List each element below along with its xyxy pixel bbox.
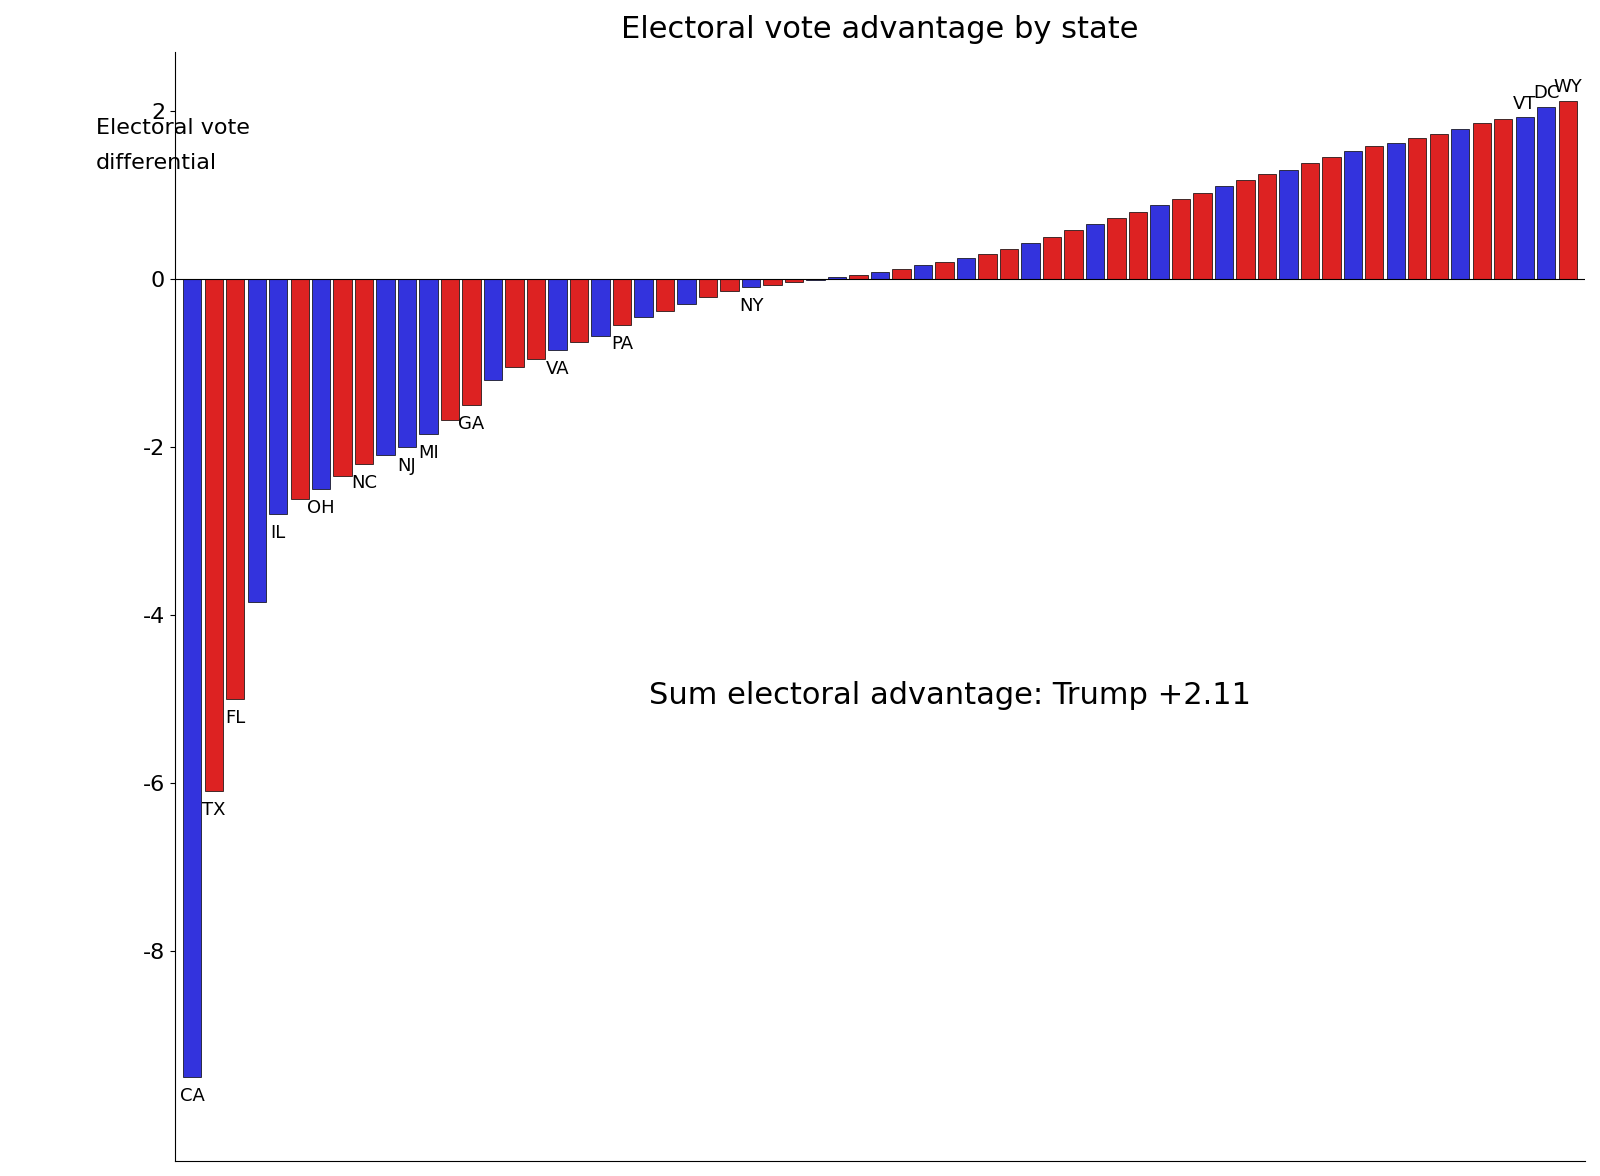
Bar [1194, 193, 1211, 279]
Bar [677, 279, 696, 303]
Bar [1107, 219, 1125, 279]
Bar [549, 279, 566, 350]
Text: Electoral vote: Electoral vote [96, 118, 250, 138]
Text: FL: FL [226, 709, 245, 727]
Bar [914, 266, 933, 279]
Bar [1086, 225, 1104, 279]
Bar [613, 279, 630, 325]
Text: VT: VT [1514, 95, 1536, 113]
Text: DC: DC [1533, 85, 1560, 102]
Bar [1043, 236, 1061, 279]
Bar [1214, 186, 1234, 279]
Bar [1064, 230, 1083, 279]
Text: differential: differential [96, 153, 218, 173]
Bar [526, 279, 546, 359]
Text: VA: VA [546, 360, 570, 379]
Bar [1558, 101, 1578, 279]
Bar [870, 272, 890, 279]
Text: NC: NC [350, 474, 378, 492]
Bar [182, 279, 202, 1077]
Bar [1344, 151, 1362, 279]
Bar [312, 279, 330, 489]
Bar [763, 279, 782, 285]
Text: IL: IL [270, 524, 286, 542]
Bar [226, 279, 245, 699]
Bar [1494, 119, 1512, 279]
Bar [570, 279, 589, 342]
Bar [656, 279, 674, 310]
Bar [1150, 205, 1168, 279]
Bar [699, 279, 717, 298]
Bar [269, 279, 288, 514]
Text: WY: WY [1554, 79, 1582, 96]
Bar [592, 279, 610, 336]
Bar [978, 254, 997, 279]
Bar [291, 279, 309, 499]
Bar [442, 279, 459, 420]
Bar [1515, 118, 1534, 279]
Bar [1387, 142, 1405, 279]
Bar [1128, 212, 1147, 279]
Text: MI: MI [418, 445, 438, 462]
Bar [1301, 162, 1318, 279]
Text: NJ: NJ [398, 457, 416, 475]
Bar [806, 279, 824, 280]
Bar [1408, 138, 1427, 279]
Text: PA: PA [611, 335, 634, 353]
Bar [376, 279, 395, 455]
Bar [1472, 123, 1491, 279]
Text: GA: GA [459, 415, 485, 433]
Bar [333, 279, 352, 476]
Bar [248, 279, 266, 602]
Bar [1365, 146, 1384, 279]
Text: TX: TX [202, 801, 226, 820]
Text: OH: OH [307, 499, 334, 517]
Bar [1171, 199, 1190, 279]
Bar [1538, 107, 1555, 279]
Bar [893, 268, 910, 279]
Bar [1021, 243, 1040, 279]
Bar [506, 279, 523, 367]
Bar [1430, 134, 1448, 279]
Bar [205, 279, 222, 791]
Bar [1280, 169, 1298, 279]
Text: CA: CA [179, 1087, 205, 1105]
Bar [936, 262, 954, 279]
Bar [1000, 248, 1018, 279]
Bar [1451, 129, 1469, 279]
Bar [355, 279, 373, 463]
Bar [398, 279, 416, 447]
Bar [720, 279, 739, 292]
Bar [483, 279, 502, 380]
Bar [635, 279, 653, 316]
Text: Sum electoral advantage: Trump +2.11: Sum electoral advantage: Trump +2.11 [650, 681, 1251, 709]
Bar [1237, 180, 1254, 279]
Bar [742, 279, 760, 287]
Bar [462, 279, 480, 405]
Bar [419, 279, 438, 434]
Bar [786, 279, 803, 282]
Bar [850, 274, 867, 279]
Bar [1322, 156, 1341, 279]
Title: Electoral vote advantage by state: Electoral vote advantage by state [621, 15, 1139, 44]
Bar [1258, 174, 1277, 279]
Bar [827, 278, 846, 279]
Text: NY: NY [739, 298, 763, 315]
Bar [957, 258, 974, 279]
